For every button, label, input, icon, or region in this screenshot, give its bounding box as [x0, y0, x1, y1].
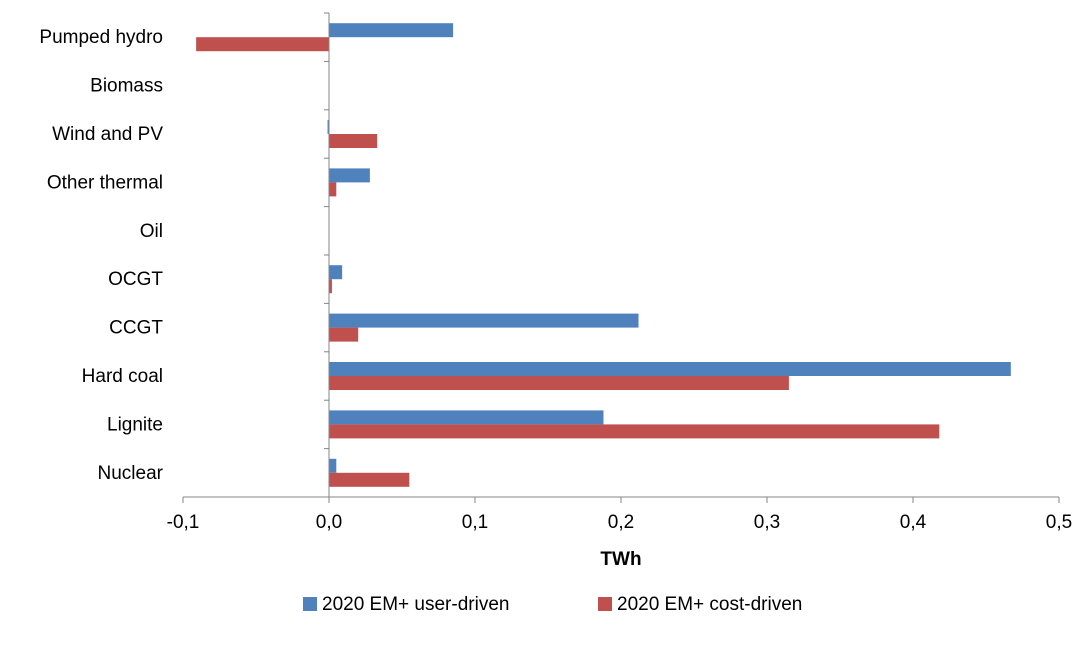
bar-user-driven-ccgt — [329, 313, 639, 328]
x-tick-label: 0,1 — [462, 512, 488, 533]
category-label: CCGT — [109, 318, 163, 339]
x-tick-label: 0,5 — [1046, 512, 1072, 533]
x-tick-label: 0,0 — [316, 512, 342, 533]
x-axis-title: TWh — [600, 549, 641, 570]
category-label: Other thermal — [47, 172, 163, 193]
legend-swatch-user-driven — [303, 597, 317, 611]
category-label: Pumped hydro — [39, 27, 163, 48]
plot-area — [183, 12, 1059, 498]
bar-cost-driven-ccgt — [329, 327, 359, 342]
category-labels: Pumped hydro Biomass Wind and PV Other ther… — [39, 27, 163, 484]
bar-cost-driven-lignite — [329, 424, 940, 439]
bar-user-driven-pumped-hydro — [329, 23, 454, 38]
category-label: Lignite — [107, 414, 163, 435]
x-tick-label: 0,4 — [900, 512, 927, 533]
legend-label-user-driven: 2020 EM+ user-driven — [322, 594, 509, 615]
bar-user-driven-wind-and-pv — [327, 120, 329, 134]
bar-user-driven-hard-coal — [329, 362, 1011, 376]
bar-user-driven-ocgt — [329, 265, 343, 280]
x-tick-label: 0,2 — [608, 512, 634, 533]
bar-cost-driven-ocgt — [329, 279, 332, 294]
x-tick-label: -0,1 — [167, 512, 200, 533]
bar-cost-driven-hard-coal — [329, 376, 789, 390]
category-label: Wind and PV — [52, 124, 163, 145]
bar-cost-driven-nuclear — [329, 472, 410, 487]
x-tick-label: 0,3 — [754, 512, 780, 533]
legend-label-cost-driven: 2020 EM+ cost-driven — [617, 594, 802, 615]
bar-cost-driven-wind-and-pv — [329, 134, 378, 148]
category-label: Biomass — [90, 76, 163, 97]
bar-user-driven-other-thermal — [329, 168, 370, 183]
category-label: Oil — [140, 221, 163, 242]
category-label: Hard coal — [82, 366, 163, 387]
bar-user-driven-nuclear — [329, 458, 337, 473]
category-label: OCGT — [108, 269, 163, 290]
legend: 2020 EM+ user-driven 2020 EM+ cost-driven — [303, 594, 802, 615]
bar-user-driven-lignite — [329, 410, 604, 425]
category-label: Nuclear — [98, 463, 164, 484]
bar-cost-driven-pumped-hydro — [196, 37, 329, 52]
x-axis-ticks: -0,1 0,0 0,1 0,2 0,3 0,4 0,5 — [167, 497, 1072, 533]
bar-cost-driven-other-thermal — [329, 182, 337, 197]
legend-swatch-cost-driven — [598, 597, 612, 611]
